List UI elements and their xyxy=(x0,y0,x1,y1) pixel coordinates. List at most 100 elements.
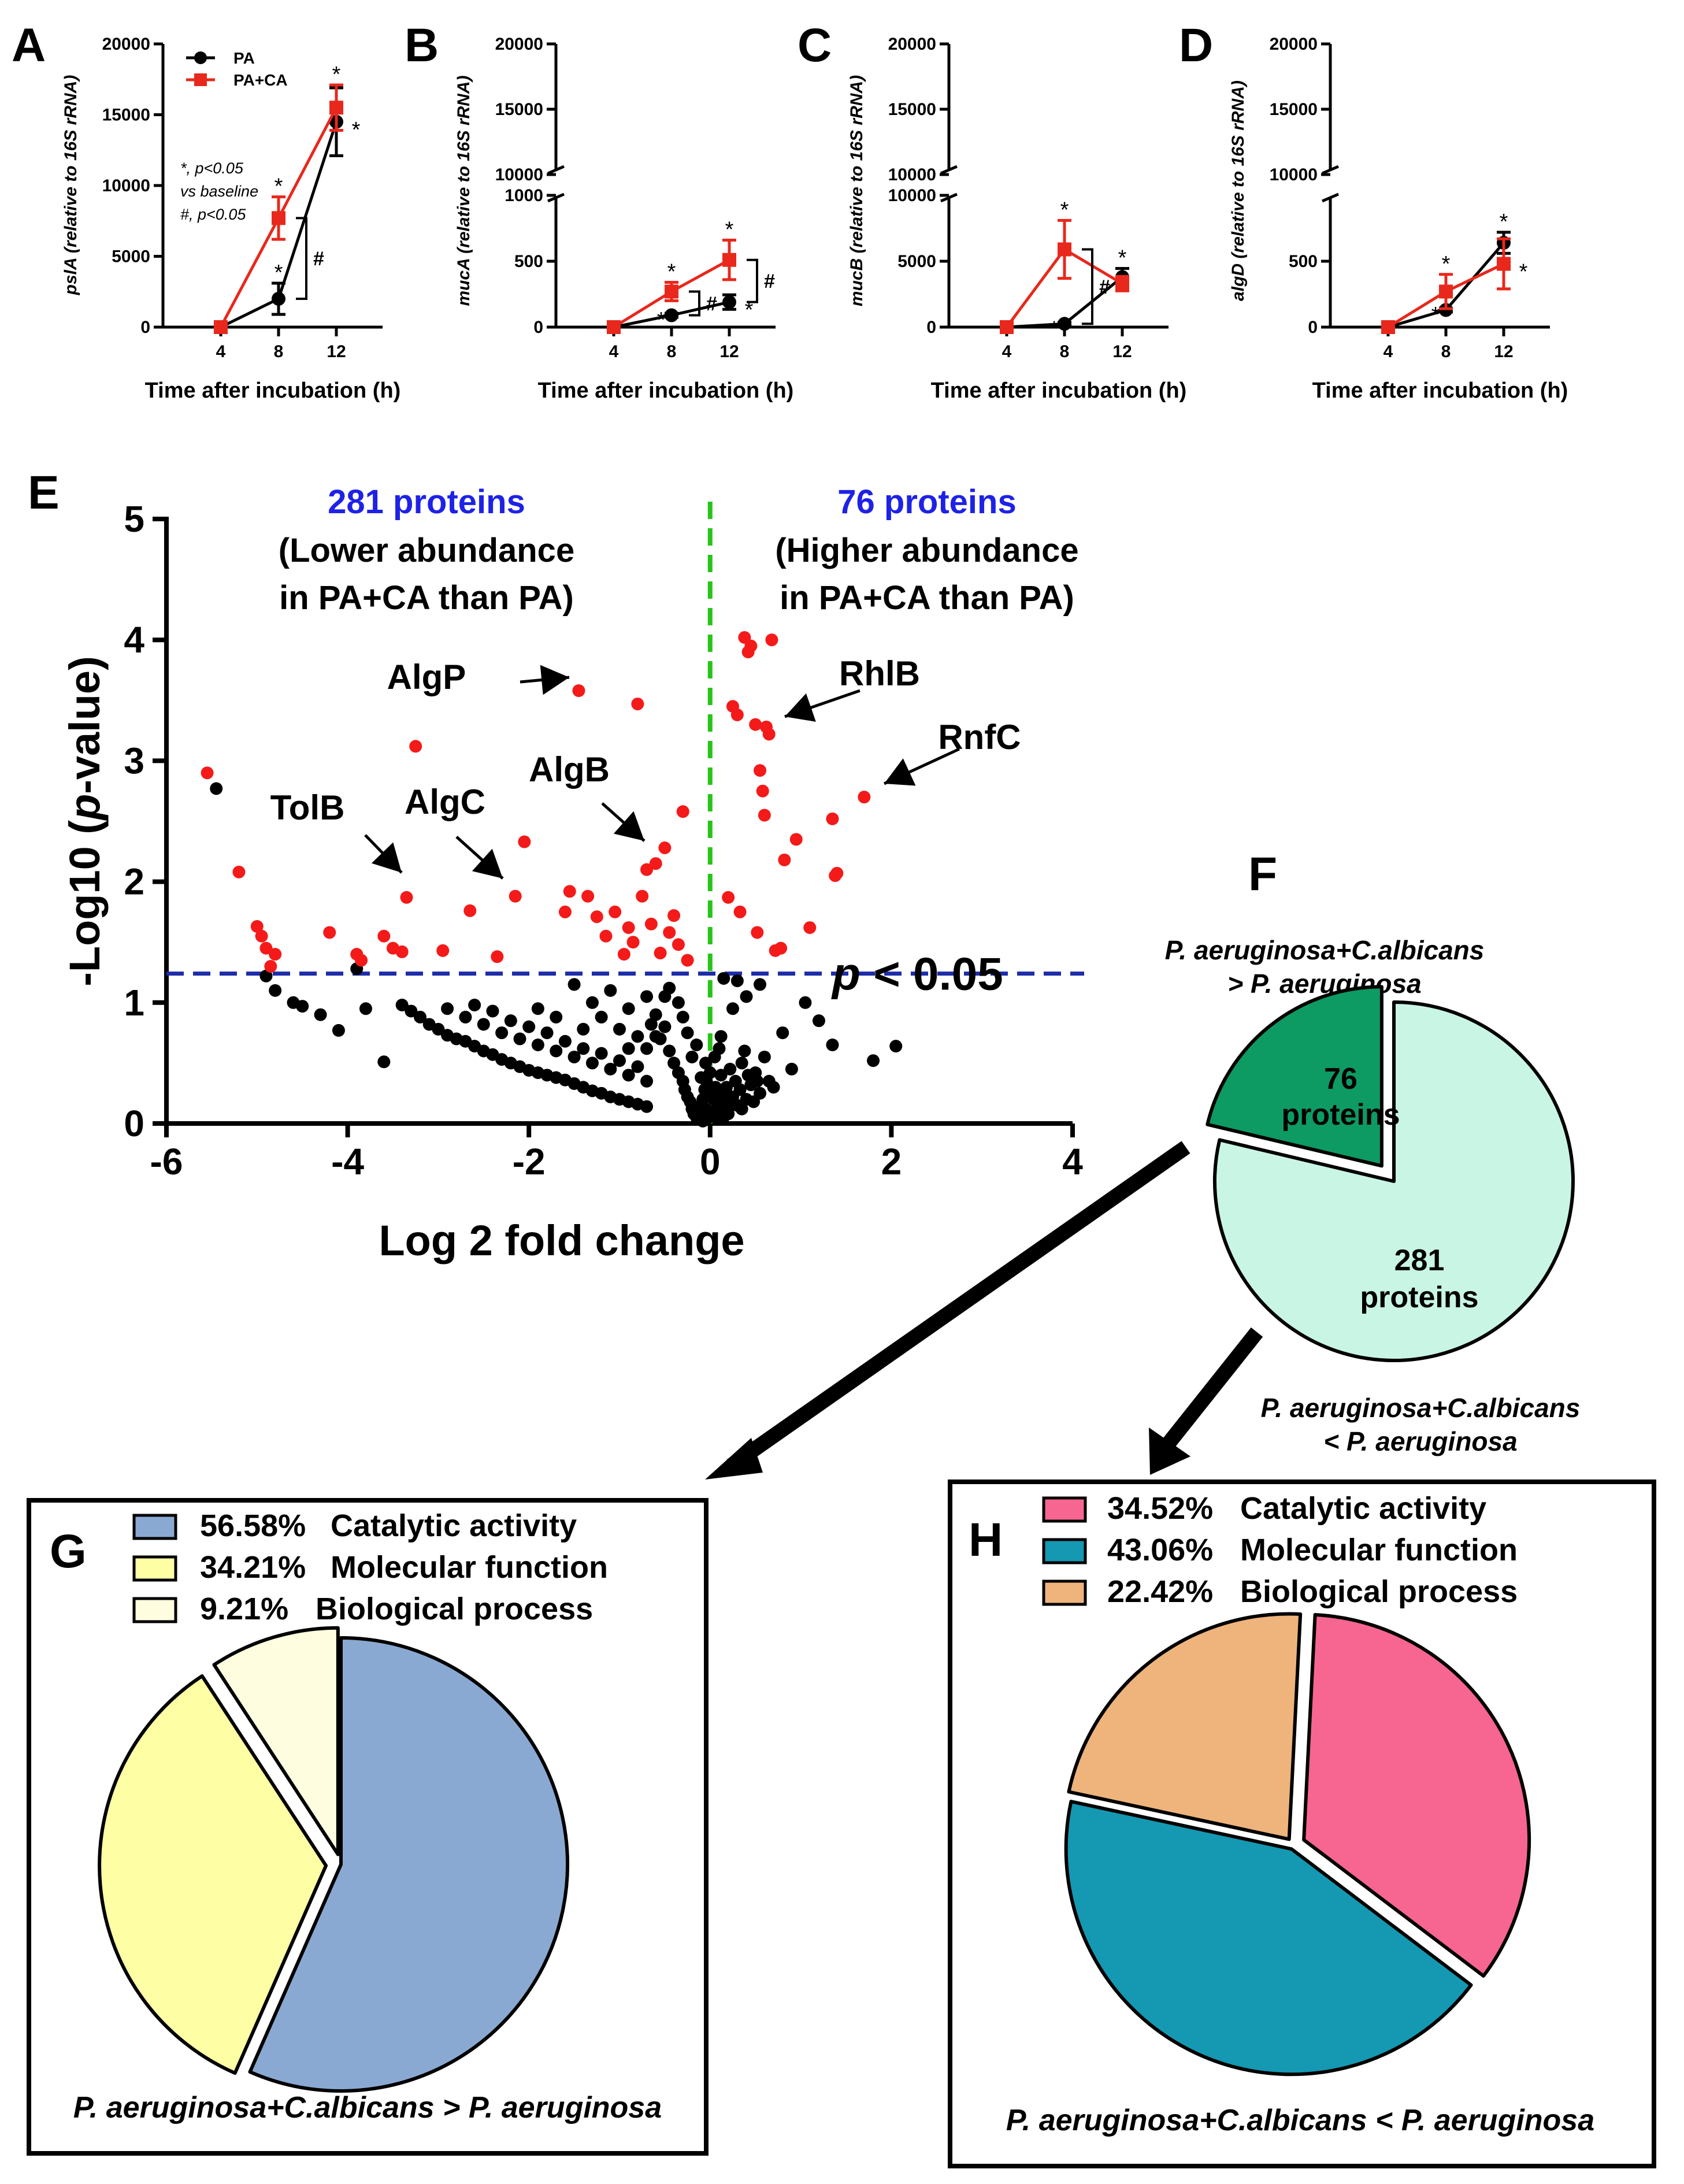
pie-slice xyxy=(212,1626,340,1856)
panel-letter: A xyxy=(12,19,46,72)
pie-slice xyxy=(1213,1000,1575,1362)
x-tick-label: 12 xyxy=(719,342,739,361)
data-point-sig xyxy=(509,889,522,903)
significance-hash: # xyxy=(1099,276,1110,298)
data-point-sig xyxy=(617,948,630,961)
data-point-ns xyxy=(658,990,672,1003)
significance-star: * xyxy=(725,218,734,242)
pie-f-protein-counts: F P. aeruginosa+C.albicans > P. aeruginosa… xyxy=(1165,848,1581,1456)
protein-label-rnfc: RnfC xyxy=(938,718,1021,757)
x-tick-label: -2 xyxy=(513,1141,546,1182)
pie-slice xyxy=(1067,1612,1303,1841)
x-tick-label: 8 xyxy=(274,342,284,361)
data-point xyxy=(214,320,228,334)
data-point-sig xyxy=(649,857,662,870)
data-point-ns xyxy=(690,1039,703,1052)
significance-star: * xyxy=(1118,246,1127,270)
data-point-ns xyxy=(722,1093,735,1106)
data-point-ns xyxy=(717,972,730,985)
data-point xyxy=(329,101,343,115)
data-point-ns xyxy=(663,1044,676,1058)
x-tick-label: 8 xyxy=(1060,342,1070,361)
data-point-sig xyxy=(744,639,758,652)
x-tick-label: 8 xyxy=(1441,342,1451,361)
data-point-ns xyxy=(567,1050,581,1063)
data-point-ns xyxy=(640,1100,654,1113)
data-point-sig xyxy=(572,684,585,698)
data-point-sig xyxy=(733,905,747,918)
data-point-ns xyxy=(740,990,753,1003)
data-point xyxy=(272,292,285,306)
data-point-sig xyxy=(758,809,771,822)
significance-star: * xyxy=(332,62,341,87)
data-point-ns xyxy=(658,1020,672,1033)
data-point-sig xyxy=(377,929,391,943)
legend-swatch xyxy=(132,1514,177,1540)
significance-star: * xyxy=(1500,210,1508,234)
y-tick-label: 0 xyxy=(926,318,936,337)
data-point-sig xyxy=(663,926,676,939)
data-point xyxy=(272,211,285,225)
legend-label-pa: PA xyxy=(233,49,255,67)
data-point-sig xyxy=(765,633,778,647)
data-point xyxy=(665,284,678,299)
data-point-ns xyxy=(604,1062,617,1076)
y-tick-label: 15000 xyxy=(495,100,543,119)
data-point-ns xyxy=(640,1042,654,1055)
series-pa-ca xyxy=(214,83,343,334)
data-point-sig xyxy=(754,764,767,777)
data-point xyxy=(665,308,678,322)
data-point-sig xyxy=(756,784,769,798)
data-point-sig xyxy=(778,853,791,866)
arrow-to-g-head xyxy=(705,1438,763,1480)
data-point-sig xyxy=(672,938,685,951)
data-point-ns xyxy=(751,1074,764,1088)
data-point-ns xyxy=(738,1044,751,1058)
data-point-ns xyxy=(714,1069,728,1082)
x-tick-label: 8 xyxy=(667,342,677,361)
y-tick-label: 5000 xyxy=(112,247,150,266)
y-tick-label: 20000 xyxy=(888,35,936,54)
panel-letter: F xyxy=(1248,848,1277,900)
data-point-ns xyxy=(377,1055,391,1069)
data-point-sig xyxy=(774,941,788,955)
data-point-sig xyxy=(250,920,264,933)
y-tick-label: 500 xyxy=(1289,252,1318,271)
left-description: (Lower abundance xyxy=(279,532,574,569)
data-point-ns xyxy=(741,1069,755,1082)
legend-swatch xyxy=(132,1597,177,1623)
y-tick-label: 15000 xyxy=(102,106,150,125)
axis-break xyxy=(547,165,565,175)
slice-sub-281: proteins xyxy=(1360,1281,1478,1314)
data-point-ns xyxy=(702,1087,715,1100)
protein-arrow-head xyxy=(785,693,816,722)
left-description: in PA+CA than PA) xyxy=(279,579,574,617)
data-point-sig xyxy=(636,889,649,903)
data-point-ns xyxy=(747,1095,761,1108)
legend-percent: 43.06% xyxy=(1107,1533,1213,1567)
data-point-ns xyxy=(758,1050,771,1063)
legend-name: Biological process xyxy=(316,1592,593,1626)
data-point-sig xyxy=(518,835,531,848)
data-point xyxy=(1115,276,1129,291)
data-point-sig xyxy=(730,708,744,721)
y-axis-label: mucA (relative to 16S rRNA) xyxy=(454,75,473,306)
y-tick-label: 2 xyxy=(124,861,144,903)
panel-letter: D xyxy=(1179,19,1213,72)
data-point-ns xyxy=(785,1062,798,1076)
protein-arrow-head xyxy=(540,665,569,695)
data-point-ns xyxy=(468,998,481,1011)
x-tick-label: 0 xyxy=(700,1141,721,1182)
right-description: (Higher abundance xyxy=(775,532,1078,569)
data-point-ns xyxy=(649,1008,662,1021)
data-point-sig xyxy=(676,805,689,818)
data-point-ns xyxy=(867,1054,880,1067)
protein-label-tolb: TolB xyxy=(270,788,345,827)
bottom-group-label: P. aeruginosa+C.albicans xyxy=(1261,1393,1581,1423)
data-point-ns xyxy=(477,1018,490,1031)
data-point-sig xyxy=(722,891,735,904)
data-point-sig xyxy=(830,866,844,880)
data-point-ns xyxy=(713,1042,726,1055)
y-tick-label: 0 xyxy=(140,318,150,337)
slice-sub-76: proteins xyxy=(1281,1098,1400,1132)
